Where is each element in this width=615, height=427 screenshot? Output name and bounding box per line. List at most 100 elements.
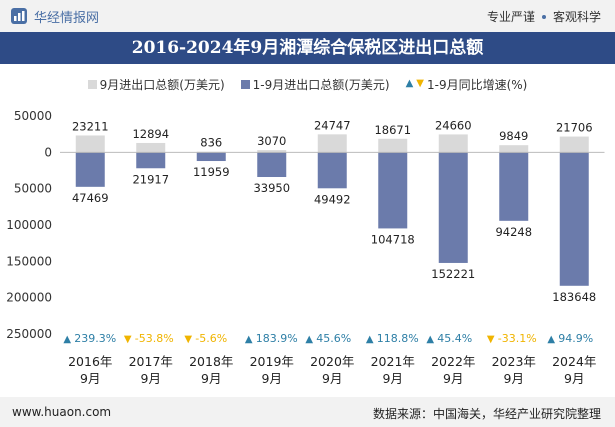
cumulative-value-label: 183648: [552, 290, 596, 304]
x-category-label: 9月: [564, 371, 584, 386]
growth-rate-label: -53.8%: [135, 332, 174, 345]
up-triangle-icon: ▲: [405, 78, 414, 89]
growth-up-triangle-icon: ▲: [63, 334, 71, 345]
x-category-label: 9月: [443, 371, 463, 386]
footer-source: 数据来源：中国海关，华经产业研究院整理: [372, 407, 601, 421]
growth-down-triangle-icon: ▼: [124, 334, 132, 345]
cumulative-bar: [499, 152, 529, 221]
cumulative-value-label: 11959: [193, 165, 230, 179]
growth-rate-label: 118.8%: [377, 332, 419, 345]
x-category-label: 9月: [262, 371, 282, 386]
growth-down-triangle-icon: ▼: [184, 334, 192, 345]
cumulative-bar: [317, 152, 347, 189]
x-category-label: 2018年: [189, 354, 233, 369]
growth-rate-label: 94.9%: [558, 332, 593, 345]
legend-label-monthly: 9月进出口总额(万美元): [99, 77, 225, 92]
monthly-value-label: 836: [200, 136, 222, 150]
x-category-label: 9月: [504, 371, 524, 386]
x-category-label: 2019年: [250, 354, 294, 369]
y-tick-label: 200000: [6, 291, 52, 305]
cumulative-value-label: 21917: [132, 172, 169, 186]
growth-rate-label: -5.6%: [195, 332, 227, 345]
chart-area: 50000 0 50000 100000 150000 200000 250000 23211…: [6, 109, 605, 386]
x-category-label: 9月: [201, 371, 221, 386]
legend-label-growth: 1-9月同比增速(%): [427, 77, 528, 92]
x-category-label: 2021年: [371, 354, 415, 369]
slogan-2: 客观科学: [552, 10, 601, 24]
y-tick-label: 50000: [14, 109, 52, 123]
legend-label-cumulative: 1-9月进出口总额(万美元): [252, 77, 390, 92]
monthly-value-label: 12894: [132, 127, 169, 141]
cumulative-bar: [75, 152, 105, 187]
cumulative-value-label: 49492: [314, 192, 351, 206]
monthly-bar: [559, 136, 589, 153]
monthly-bar: [378, 138, 408, 153]
growth-up-triangle-icon: ▲: [305, 334, 313, 345]
x-category-label: 9月: [80, 371, 100, 386]
slogan-1: 专业严谨: [486, 10, 535, 24]
logo-icon: [11, 8, 27, 24]
growth-rate-label: 183.9%: [256, 332, 298, 345]
cumulative-bar: [257, 152, 287, 178]
growth-rate-label: -33.1%: [498, 332, 537, 345]
y-tick-label: 250000: [6, 327, 52, 341]
legend-item-cumulative: 1-9月进出口总额(万美元): [240, 76, 390, 93]
cumulative-bar: [559, 152, 589, 286]
y-tick-label: 100000: [6, 218, 52, 232]
monthly-bar: [136, 142, 166, 153]
down-triangle-icon: ▼: [416, 78, 424, 89]
slogan: 专业严谨 客观科学: [487, 8, 601, 25]
monthly-value-label: 3070: [257, 134, 286, 148]
monthly-bar: [499, 145, 529, 153]
x-category-label: 9月: [322, 371, 342, 386]
cumulative-bar: [438, 152, 468, 263]
x-category-label: 2020年: [310, 354, 354, 369]
y-tick-label: 0: [44, 145, 52, 159]
growth-rate-label: 45.6%: [316, 332, 351, 345]
monthly-value-label: 23211: [72, 119, 109, 133]
growth-up-triangle-icon: ▲: [245, 334, 253, 345]
growth-rate-label: 45.4%: [437, 332, 472, 345]
footer-url[interactable]: www.huaon.com: [12, 405, 112, 419]
x-category-label: 2022年: [431, 354, 475, 369]
monthly-value-label: 24747: [314, 118, 351, 132]
growth-up-triangle-icon: ▲: [547, 334, 555, 345]
x-category-label: 9月: [141, 371, 161, 386]
monthly-bar: [257, 150, 287, 153]
x-category-label: 2016年: [68, 354, 112, 369]
bullet-icon: [541, 14, 546, 19]
site-name: 华经情报网: [34, 10, 100, 26]
monthly-value-label: 21706: [556, 121, 593, 135]
cumulative-value-label: 47469: [72, 191, 109, 205]
growth-down-triangle-icon: ▼: [487, 334, 495, 345]
cumulative-bar: [136, 152, 166, 169]
chart-title: 2016-2024年9月湘潭综合保税区进出口总额: [0, 32, 615, 64]
site-logo[interactable]: 华经情报网: [10, 6, 99, 26]
monthly-bar: [438, 134, 468, 153]
legend-swatch-monthly: [87, 79, 97, 89]
y-tick-label: 50000: [14, 182, 52, 196]
x-category-label: 9月: [383, 371, 403, 386]
cumulative-value-label: 104718: [371, 232, 415, 246]
footer: www.huaon.com 数据来源：中国海关，华经产业研究院整理: [0, 397, 615, 427]
growth-up-triangle-icon: ▲: [366, 334, 374, 345]
monthly-bar: [317, 134, 347, 153]
x-category-label: 2017年: [129, 354, 173, 369]
growth-up-triangle-icon: ▲: [426, 334, 434, 345]
x-category-label: 2024年: [552, 354, 596, 369]
legend-item-monthly: 9月进出口总额(万美元): [87, 76, 225, 93]
monthly-value-label: 9849: [499, 129, 528, 143]
legend-swatch-cumulative: [240, 79, 250, 89]
monthly-value-label: 24660: [435, 118, 472, 132]
cumulative-bar: [378, 152, 408, 229]
cumulative-value-label: 94248: [495, 225, 532, 239]
legend-item-growth: ▲ ▼ 1-9月同比增速(%): [406, 76, 528, 93]
monthly-bar: [75, 135, 105, 153]
top-bar: 华经情报网 专业严谨 客观科学: [0, 0, 615, 32]
growth-rate-label: 239.3%: [74, 332, 116, 345]
cumulative-value-label: 152221: [431, 267, 475, 281]
y-tick-label: 150000: [6, 254, 52, 268]
cumulative-value-label: 33950: [253, 181, 290, 195]
cumulative-bar: [196, 152, 226, 162]
legend: 9月进出口总额(万美元) 1-9月进出口总额(万美元) ▲ ▼ 1-9月同比增速…: [0, 74, 615, 94]
